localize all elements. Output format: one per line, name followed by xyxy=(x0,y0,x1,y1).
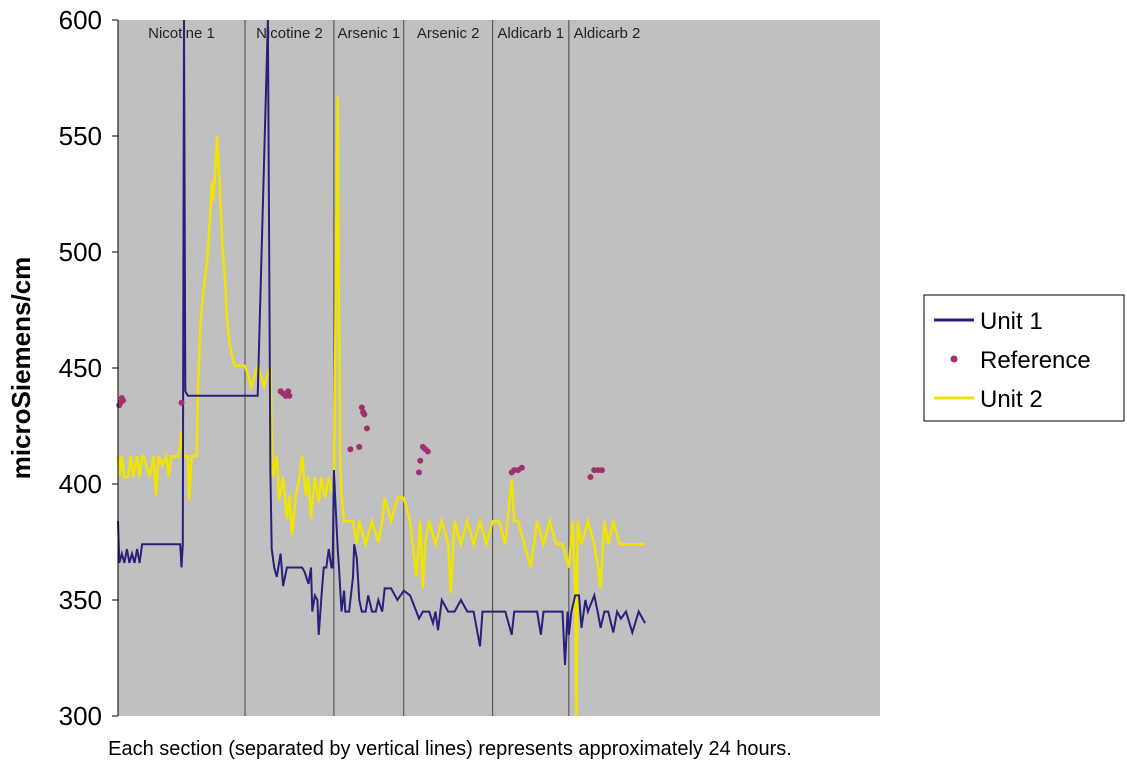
reference-point xyxy=(286,392,293,399)
y-tick-label: 500 xyxy=(59,237,102,267)
reference-point xyxy=(598,467,605,474)
reference-point xyxy=(361,411,368,418)
reference-point xyxy=(356,443,363,450)
y-axis-label: microSiemens/cm xyxy=(6,257,36,480)
y-tick-label: 300 xyxy=(59,701,102,731)
series-layer xyxy=(116,19,646,717)
section-label: Aldicarb 1 xyxy=(497,25,564,42)
series-line-unit-1 xyxy=(117,19,646,666)
reference-point xyxy=(347,446,354,453)
y-axis-ticks: 300 350 400 450 500 550 600 xyxy=(59,5,118,731)
reference-point xyxy=(417,457,424,464)
legend-label: Reference xyxy=(980,347,1091,374)
y-tick-label: 550 xyxy=(59,121,102,151)
section-labels: Nicotine 1 Nicotine 2 Arsenic 1 Arsenic 2 Al… xyxy=(148,25,640,42)
y-tick-label: 600 xyxy=(59,5,102,35)
legend-swatch-reference xyxy=(950,355,958,363)
chart-caption: Each section (separated by vertical line… xyxy=(108,738,792,760)
legend-label: Unit 2 xyxy=(980,386,1043,413)
y-tick-label: 350 xyxy=(59,585,102,615)
reference-point xyxy=(285,388,292,395)
section-label: Arsenic 2 xyxy=(417,25,480,42)
section-label: Arsenic 1 xyxy=(338,25,401,42)
y-tick-label: 400 xyxy=(59,469,102,499)
y-tick-label: 450 xyxy=(59,353,102,383)
series-line-unit-2 xyxy=(116,96,646,717)
reference-point xyxy=(358,404,365,411)
reference-point xyxy=(518,464,525,471)
reference-point xyxy=(120,397,127,404)
legend-label: Unit 1 xyxy=(980,308,1043,335)
section-label: Aldicarb 2 xyxy=(574,25,641,42)
reference-point xyxy=(424,448,431,455)
section-label: Nicotine 1 xyxy=(148,25,215,42)
legend: Unit 1 Reference Unit 2 xyxy=(923,294,1125,422)
section-label: Nicotine 2 xyxy=(256,25,323,42)
reference-point xyxy=(415,469,422,476)
reference-point xyxy=(587,474,594,481)
reference-point xyxy=(178,399,185,406)
reference-point xyxy=(363,425,370,432)
